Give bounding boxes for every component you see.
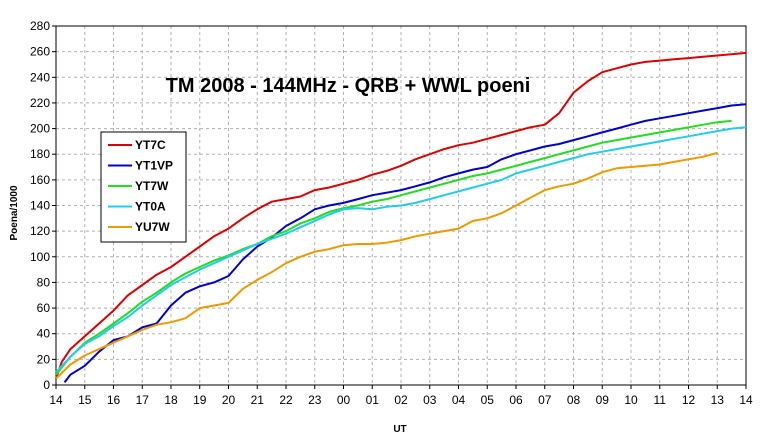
x-tick-label: 12 (682, 393, 696, 407)
y-tick-label: 280 (30, 19, 50, 33)
y-tick-label: 0 (43, 378, 50, 392)
y-tick-label: 160 (30, 173, 50, 187)
chart-title: TM 2008 - 144MHz - QRB + WWL poeni (166, 75, 531, 97)
x-tick-label: 11 (654, 393, 667, 407)
x-tick-label: 14 (49, 393, 63, 407)
y-tick-label: 40 (37, 327, 51, 341)
y-tick-label: 20 (37, 352, 51, 366)
x-tick-label: 22 (279, 393, 293, 407)
x-tick-label: 16 (107, 393, 121, 407)
x-tick-label: 18 (164, 393, 178, 407)
x-axis-title: UT (393, 424, 406, 435)
series-line-yt7w (55, 119, 732, 376)
x-tick-label: 07 (538, 393, 552, 407)
y-tick-label: 140 (30, 199, 50, 213)
legend-label-yt7c: YT7C (135, 138, 166, 152)
y-tick-label: 120 (30, 224, 50, 238)
x-axis-ticks: 14 15 16 17 18 19 20 21 22 23 00 01 02 03 04 05 06 07 08 09… (49, 385, 753, 407)
x-tick-label: 21 (251, 393, 265, 407)
y-tick-label: 240 (30, 70, 50, 84)
x-tick-label: 10 (624, 393, 638, 407)
y-tick-label: 200 (30, 122, 50, 136)
x-tick-label: 03 (423, 393, 437, 407)
series-line-yt1vp (63, 103, 747, 384)
x-tick-label: 01 (366, 393, 380, 407)
x-tick-label: 00 (337, 393, 351, 407)
x-tick-label: 14 (739, 393, 753, 407)
legend-label-yt0a: YT0A (135, 200, 166, 214)
x-tick-label: 04 (452, 393, 466, 407)
x-tick-label: 09 (596, 393, 610, 407)
y-axis-title: Poena/1000 (9, 185, 20, 240)
y-tick-label: 60 (37, 301, 51, 315)
x-tick-label: 23 (308, 393, 322, 407)
series-line-yt0a (55, 126, 747, 373)
x-tick-label: 17 (136, 393, 150, 407)
x-tick-label: 13 (711, 393, 725, 407)
x-tick-label: 20 (222, 393, 236, 407)
series-layer (55, 51, 747, 384)
x-tick-label: 15 (78, 393, 92, 407)
legend-label-yt1vp: YT1VP (135, 159, 173, 173)
x-tick-label: 05 (481, 393, 495, 407)
y-tick-label: 180 (30, 147, 50, 161)
x-tick-label: 02 (394, 393, 408, 407)
legend-label-yt7w: YT7W (135, 179, 169, 193)
y-tick-label: 100 (30, 250, 50, 264)
series-line-yu7w (55, 151, 718, 380)
y-tick-label: 80 (37, 275, 51, 289)
legend: YT7C YT1VP YT7W YT0A YU7W (100, 131, 187, 243)
x-tick-label: 19 (193, 393, 207, 407)
legend-label-yu7w: YU7W (135, 220, 170, 234)
y-axis-ticks: 0 20 40 60 80 100 120 140 160 180 200 220 240 260 280 (30, 19, 56, 392)
series-line-yt7c (55, 51, 747, 379)
y-tick-label: 260 (30, 45, 50, 59)
x-tick-label: 08 (567, 393, 581, 407)
y-tick-label: 220 (30, 96, 50, 110)
x-tick-label: 06 (509, 393, 523, 407)
